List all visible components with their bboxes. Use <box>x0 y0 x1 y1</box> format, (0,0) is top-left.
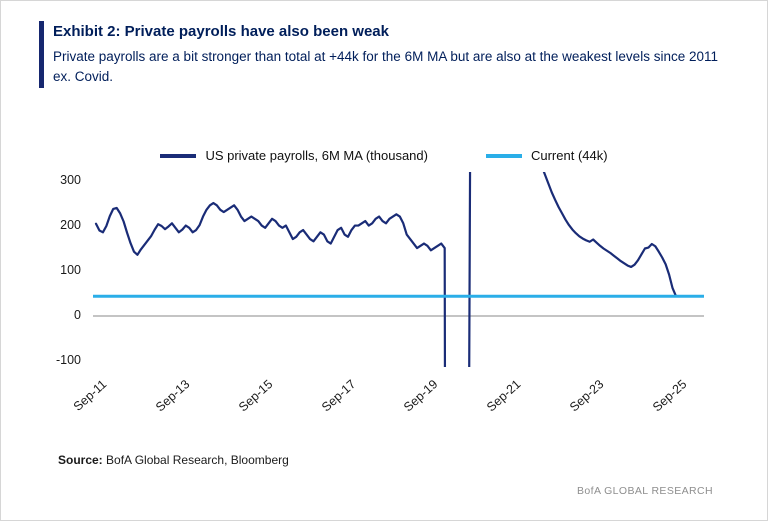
header-text-block: Exhibit 2: Private payrolls have also be… <box>53 21 731 88</box>
y-axis-labels: 300 200 100 0 -100 <box>17 171 81 371</box>
chart-legend: US private payrolls, 6M MA (thousand) Cu… <box>1 148 767 163</box>
x-tick-label: Sep-19 <box>401 377 441 415</box>
bofa-global-research-wordmark: BofA GLOBAL RESEARCH <box>577 485 713 497</box>
legend-label-current: Current (44k) <box>530 148 608 163</box>
x-tick-label: Sep-25 <box>650 377 690 415</box>
legend-label-payrolls: US private payrolls, 6M MA (thousand) <box>205 148 428 163</box>
y-tick-label: -100 <box>55 353 81 367</box>
plot-area <box>91 171 706 371</box>
exhibit-title: Exhibit 2: Private payrolls have also be… <box>53 23 389 40</box>
source-note: Source: BofA Global Research, Bloomberg <box>58 453 289 467</box>
y-tick-label: 200 <box>60 218 81 232</box>
legend-swatch-navy-line <box>160 153 197 158</box>
payrolls-series-line <box>94 172 678 367</box>
y-tick-label: 100 <box>60 263 81 277</box>
x-tick-label: Sep-13 <box>152 377 193 415</box>
legend-swatch-cyan-line <box>485 153 522 158</box>
y-tick-label: 0 <box>74 308 81 322</box>
x-tick-label: Sep-17 <box>318 377 358 415</box>
payrolls-line-chart <box>93 172 704 367</box>
exhibit-subtitle: Private payrolls are a bit stronger than… <box>53 49 718 85</box>
exhibit-header: Exhibit 2: Private payrolls have also be… <box>39 21 737 88</box>
legend-item-current: Current (44k) <box>485 148 608 163</box>
legend-item-payrolls: US private payrolls, 6M MA (thousand) <box>160 148 428 163</box>
x-tick-label: Sep-21 <box>484 377 524 415</box>
accent-bar <box>39 21 44 88</box>
x-tick-label: Sep-11 <box>70 377 110 414</box>
x-tick-label: Sep-23 <box>567 377 607 415</box>
source-label: Source: <box>58 453 103 467</box>
y-tick-label: 300 <box>60 173 81 187</box>
x-tick-label: Sep-15 <box>235 377 276 415</box>
source-text: BofA Global Research, Bloomberg <box>102 453 289 467</box>
x-axis-labels: Sep-11 Sep-13 Sep-15 Sep-17 Sep-19 Sep-21 Sep-… <box>71 377 706 439</box>
